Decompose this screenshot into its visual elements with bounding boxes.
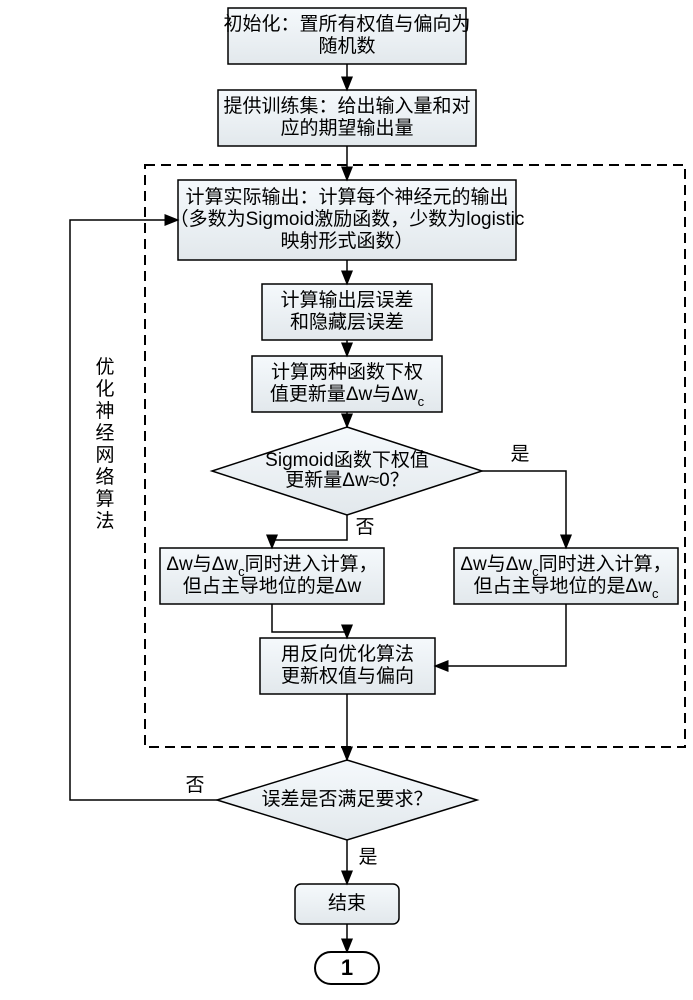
svg-text:提供训练集：给出输入量和对: 提供训练集：给出输入量和对	[223, 95, 470, 117]
svg-text:化: 化	[95, 378, 114, 400]
svg-text:优: 优	[95, 356, 114, 378]
svg-text:映射形式函数）: 映射形式函数）	[280, 230, 413, 252]
svg-text:更新权值与偏向: 更新权值与偏向	[281, 665, 414, 687]
svg-text:（多数为Sigmoid激励函数，少数为logistic: （多数为Sigmoid激励函数，少数为logistic	[170, 208, 525, 230]
svg-text:更新量Δw≈0？: 更新量Δw≈0？	[285, 469, 408, 491]
svg-text:初始化：置所有权值与偏向为: 初始化：置所有权值与偏向为	[223, 13, 470, 35]
svg-text:计算实际输出：计算每个神经元的输出: 计算实际输出：计算每个神经元的输出	[185, 186, 508, 208]
svg-text:1: 1	[341, 955, 353, 980]
svg-text:和隐藏层误差: 和隐藏层误差	[290, 311, 404, 333]
svg-text:是: 是	[358, 847, 377, 868]
svg-text:否: 否	[355, 517, 374, 538]
svg-text:计算输出层误差: 计算输出层误差	[280, 289, 413, 311]
svg-text:神: 神	[95, 400, 114, 422]
svg-text:但占主导地位的是Δw: 但占主导地位的是Δw	[183, 575, 362, 597]
svg-text:法: 法	[95, 510, 114, 532]
svg-text:计算两种函数下权: 计算两种函数下权	[271, 361, 423, 383]
svg-text:Sigmoid函数下权值: Sigmoid函数下权值	[265, 449, 429, 471]
svg-text:否: 否	[185, 775, 204, 796]
svg-text:算: 算	[95, 488, 114, 510]
svg-text:是: 是	[510, 444, 529, 465]
svg-text:结束: 结束	[328, 892, 366, 914]
svg-text:经: 经	[95, 422, 114, 444]
svg-text:随机数: 随机数	[318, 35, 375, 57]
svg-text:络: 络	[95, 466, 114, 488]
svg-text:误差是否满足要求？: 误差是否满足要求？	[261, 788, 432, 810]
svg-text:网: 网	[95, 445, 114, 466]
svg-text:用反向优化算法: 用反向优化算法	[281, 643, 414, 665]
svg-text:应的期望输出量: 应的期望输出量	[280, 117, 413, 139]
